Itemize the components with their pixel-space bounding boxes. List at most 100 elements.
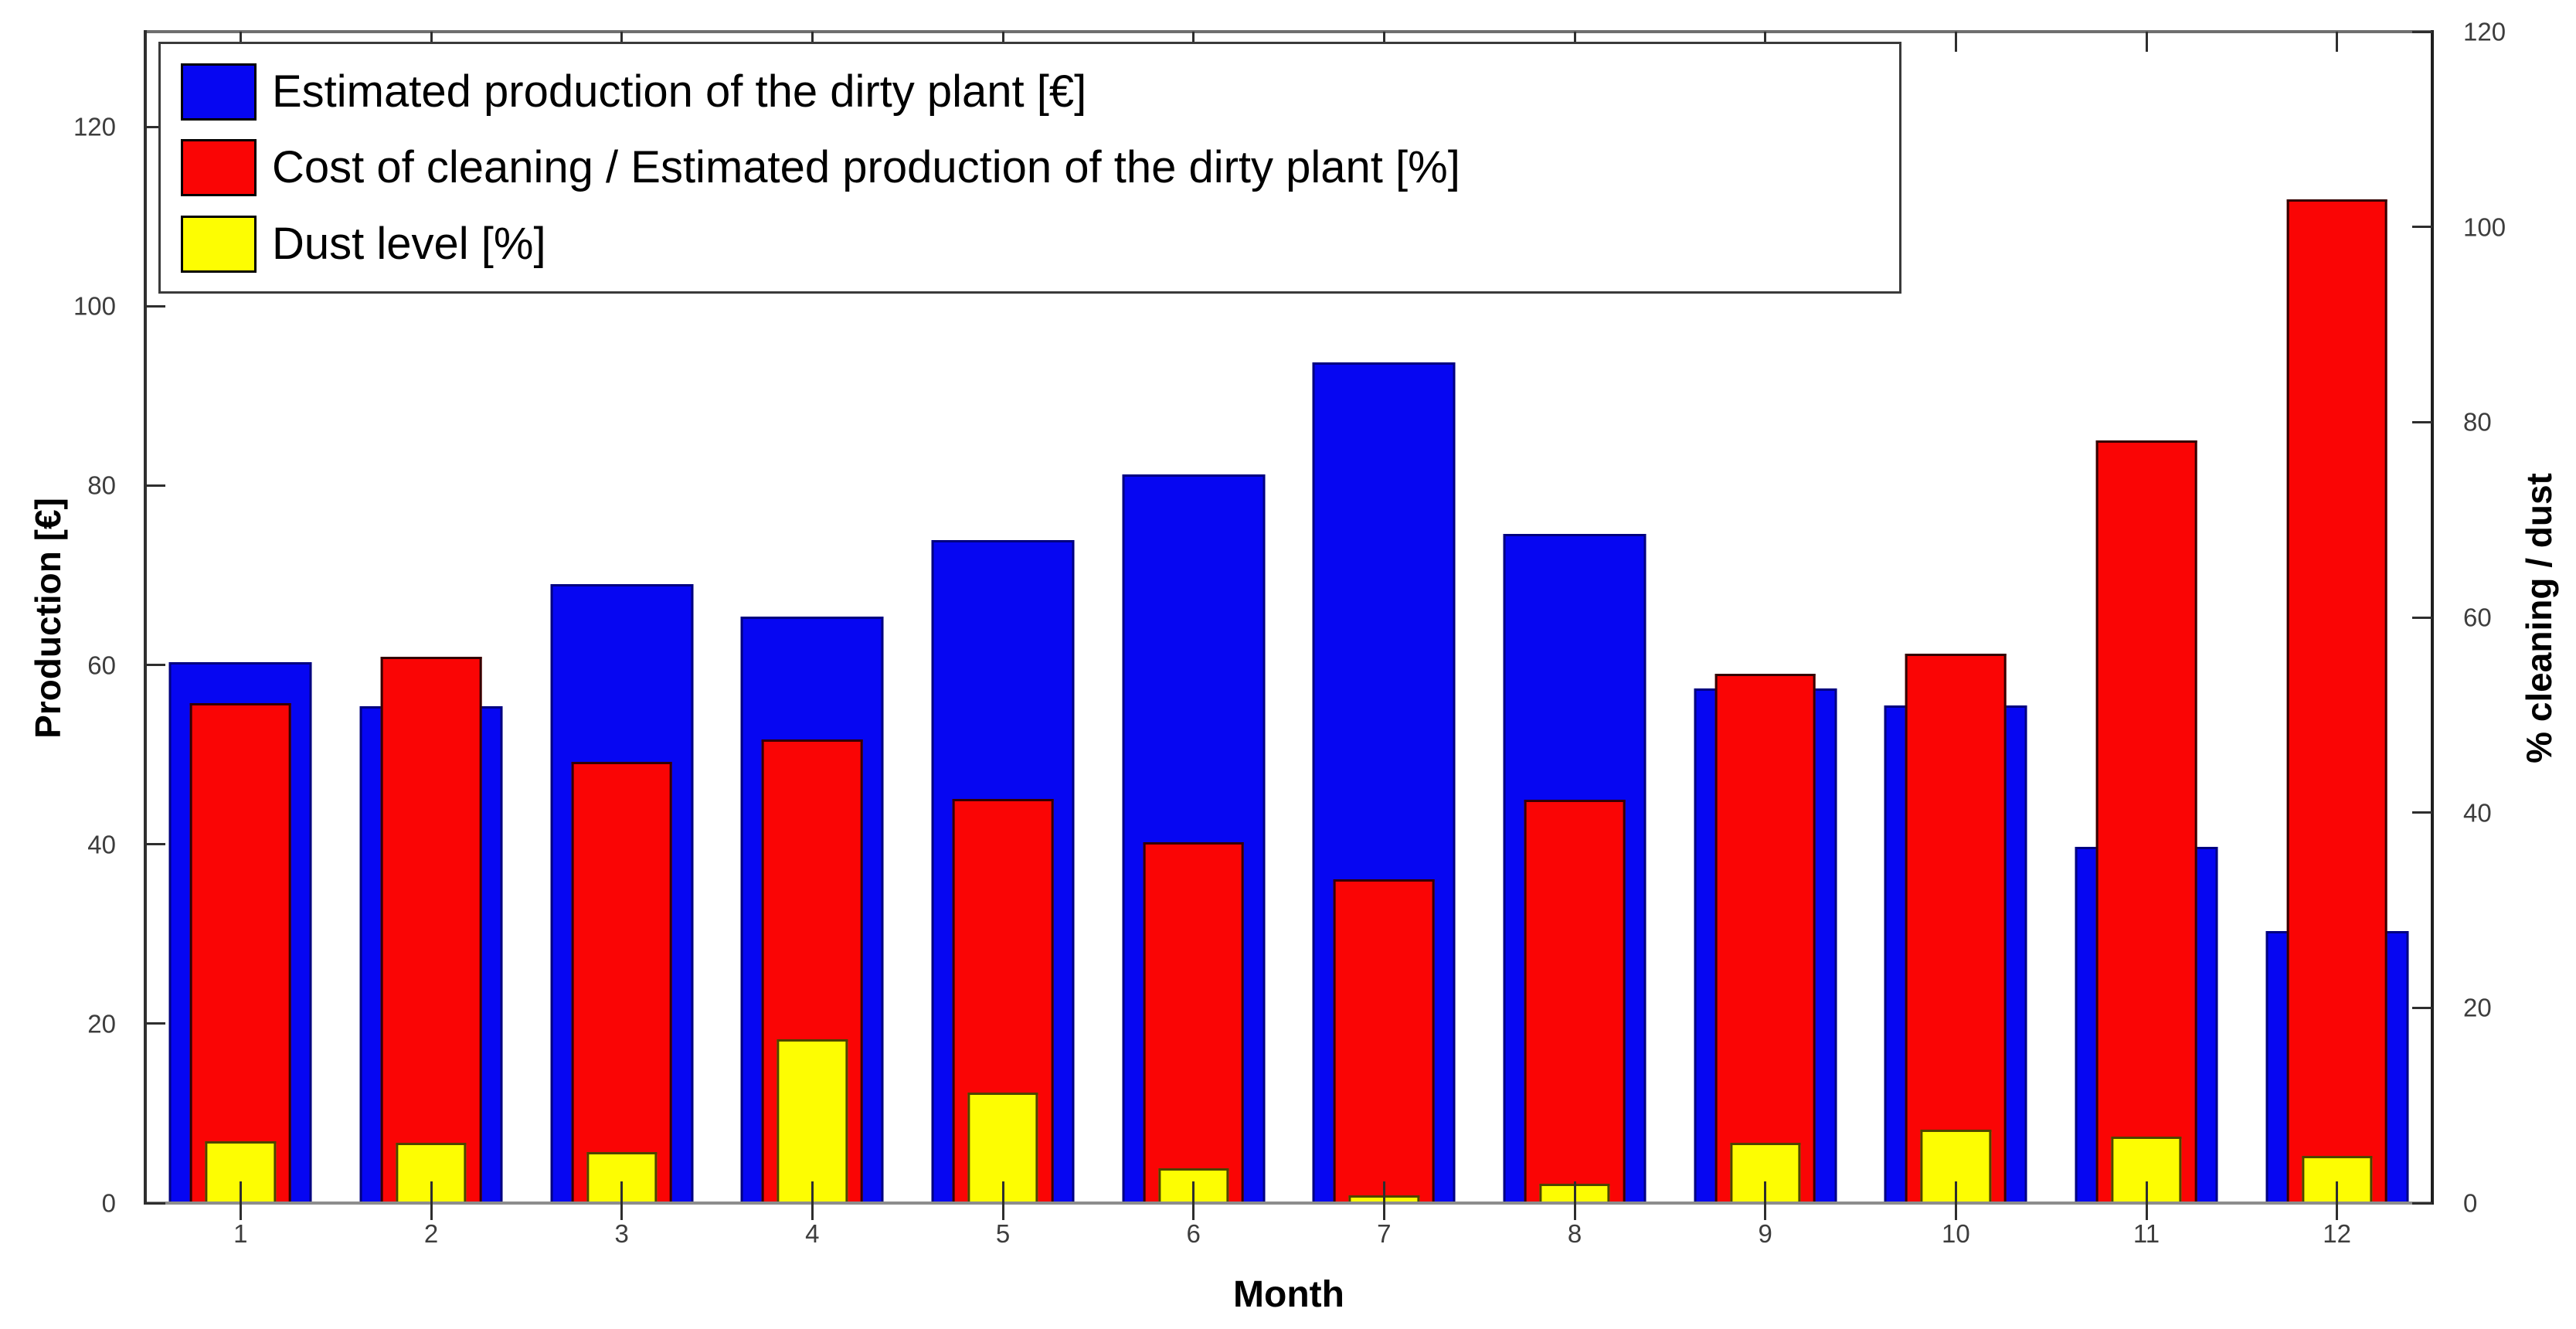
month-slot-5 — [908, 32, 1099, 1203]
month-slot-12 — [2241, 32, 2432, 1203]
left-axis-tick-20 — [145, 1022, 165, 1025]
bar-cleaning-cost-month-7 — [1333, 879, 1435, 1203]
left-axis-tick-0 — [145, 1202, 165, 1205]
left-axis-tick-40 — [145, 843, 165, 846]
right-axis-tick-20 — [2412, 1006, 2432, 1009]
x-axis-tick-label-6: 6 — [1186, 1219, 1201, 1248]
x-axis-tick-labels: 1 2 3 4 5 6 7 8 9 10 11 12 — [145, 1221, 2432, 1259]
x-axis-tick-label-11: 11 — [2133, 1219, 2160, 1248]
right-axis-tick-label-120: 120 — [2463, 17, 2506, 46]
bottom-axis-tick-8 — [1573, 1181, 1576, 1220]
bar-dust-level-month-1 — [205, 1141, 276, 1203]
right-axis-tick-label-0: 0 — [2463, 1188, 2478, 1218]
month-slot-7 — [1289, 32, 1480, 1203]
bottom-axis-tick-3 — [620, 1181, 624, 1220]
bottom-axis-tick-5 — [1001, 1181, 1004, 1220]
left-axis-tick-label-100: 100 — [73, 291, 116, 321]
legend-swatch-cleaning-cost — [181, 139, 257, 196]
left-axis-tick-120 — [145, 125, 165, 128]
legend: Estimated production of the dirty plant … — [158, 42, 1901, 294]
x-axis-tick-label-5: 5 — [995, 1219, 1011, 1248]
month-slot-11 — [2051, 32, 2242, 1203]
right-axis-tick-label-20: 20 — [2463, 993, 2492, 1022]
legend-item-cleaning-cost: Cost of cleaning / Estimated production … — [181, 139, 1899, 196]
bar-cleaning-cost-month-1 — [189, 703, 291, 1203]
x-axis-tick-label-1: 1 — [233, 1219, 248, 1248]
x-axis-tick-label-2: 2 — [423, 1219, 439, 1248]
top-axis-tick-12 — [2336, 32, 2339, 52]
bottom-axis-tick-7 — [1382, 1181, 1385, 1220]
top-axis-tick-11 — [2145, 32, 2148, 52]
right-axis-title: % cleaning / dust — [2519, 473, 2559, 763]
left-axis-tick-labels: 0 20 40 60 80 100 120 — [0, 32, 116, 1216]
x-axis-tick-label-4: 4 — [805, 1219, 820, 1248]
month-slot-1 — [145, 32, 336, 1203]
top-axis-tick-10 — [1954, 32, 1957, 52]
bar-cleaning-cost-month-6 — [1143, 841, 1245, 1203]
right-axis-tick-120 — [2412, 30, 2432, 33]
axis-spine-bottom — [144, 1202, 2434, 1205]
axis-spine-top — [144, 30, 2434, 33]
legend-label-cleaning-cost: Cost of cleaning / Estimated production … — [272, 142, 1460, 192]
legend-item-production: Estimated production of the dirty plant … — [181, 63, 1899, 121]
left-axis-tick-label-40: 40 — [87, 830, 116, 859]
bar-dust-level-month-5 — [967, 1093, 1038, 1203]
bottom-axis-tick-9 — [1764, 1181, 1767, 1220]
month-slot-4 — [717, 32, 908, 1203]
legend-swatch-production — [181, 63, 257, 121]
bottom-axis-tick-11 — [2145, 1181, 2148, 1220]
month-slot-6 — [1098, 32, 1289, 1203]
left-axis-tick-label-60: 60 — [87, 651, 116, 680]
bottom-axis-tick-4 — [811, 1181, 814, 1220]
bottom-axis-tick-10 — [1954, 1181, 1957, 1220]
month-slot-3 — [526, 32, 717, 1203]
x-axis-tick-label-12: 12 — [2323, 1219, 2352, 1248]
bar-cleaning-cost-month-11 — [2095, 440, 2197, 1203]
legend-label-production: Estimated production of the dirty plant … — [272, 66, 1087, 117]
bottom-axis-tick-2 — [430, 1181, 433, 1220]
right-axis-tick-0 — [2412, 1202, 2432, 1205]
right-axis-tick-label-40: 40 — [2463, 798, 2492, 828]
axis-spine-left — [144, 30, 147, 1205]
left-axis-tick-label-0: 0 — [101, 1188, 116, 1218]
x-axis-tick-label-8: 8 — [1567, 1219, 1582, 1248]
bar-cleaning-cost-month-9 — [1715, 674, 1816, 1203]
right-axis-tick-labels: 0 20 40 60 80 100 120 — [2463, 19, 2571, 1216]
bar-cleaning-cost-month-8 — [1524, 800, 1626, 1203]
x-axis-tick-label-10: 10 — [1941, 1219, 1970, 1248]
right-axis-tick-label-60: 60 — [2463, 603, 2492, 632]
bar-cleaning-cost-month-3 — [571, 761, 673, 1203]
month-slot-2 — [336, 32, 527, 1203]
bar-dust-level-month-4 — [777, 1038, 848, 1203]
legend-item-dust-level: Dust level [%] — [181, 215, 1899, 273]
bar-cleaning-cost-month-2 — [380, 656, 482, 1203]
legend-label-dust-level: Dust level [%] — [272, 218, 546, 269]
left-axis-title: Production [€] — [28, 498, 68, 739]
bar-cleaning-cost-month-10 — [1905, 653, 2007, 1203]
left-axis-tick-60 — [145, 664, 165, 667]
x-axis-title: Month — [1233, 1274, 1344, 1315]
left-axis-tick-100 — [145, 304, 165, 308]
x-axis-tick-label-9: 9 — [1758, 1219, 1772, 1248]
right-axis-tick-60 — [2412, 616, 2432, 619]
month-slot-9 — [1670, 32, 1861, 1203]
bottom-axis-tick-1 — [239, 1181, 242, 1220]
left-axis-tick-80 — [145, 484, 165, 487]
bottom-axis-tick-6 — [1192, 1181, 1195, 1220]
bar-cleaning-cost-month-12 — [2286, 199, 2388, 1203]
right-axis-tick-label-100: 100 — [2463, 212, 2506, 242]
right-axis-tick-100 — [2412, 226, 2432, 229]
x-axis-tick-label-7: 7 — [1377, 1219, 1392, 1248]
right-axis-tick-label-80: 80 — [2463, 407, 2492, 437]
legend-swatch-dust-level — [181, 215, 257, 273]
left-axis-tick-label-80: 80 — [87, 471, 116, 500]
left-axis-tick-label-20: 20 — [87, 1009, 116, 1038]
right-axis-tick-40 — [2412, 811, 2432, 814]
left-axis-tick-label-120: 120 — [73, 112, 116, 141]
bottom-axis-tick-12 — [2336, 1181, 2339, 1220]
month-slot-8 — [1480, 32, 1670, 1203]
x-axis-tick-label-3: 3 — [614, 1219, 629, 1248]
right-axis-tick-80 — [2412, 420, 2432, 423]
axis-spine-right — [2431, 30, 2434, 1205]
